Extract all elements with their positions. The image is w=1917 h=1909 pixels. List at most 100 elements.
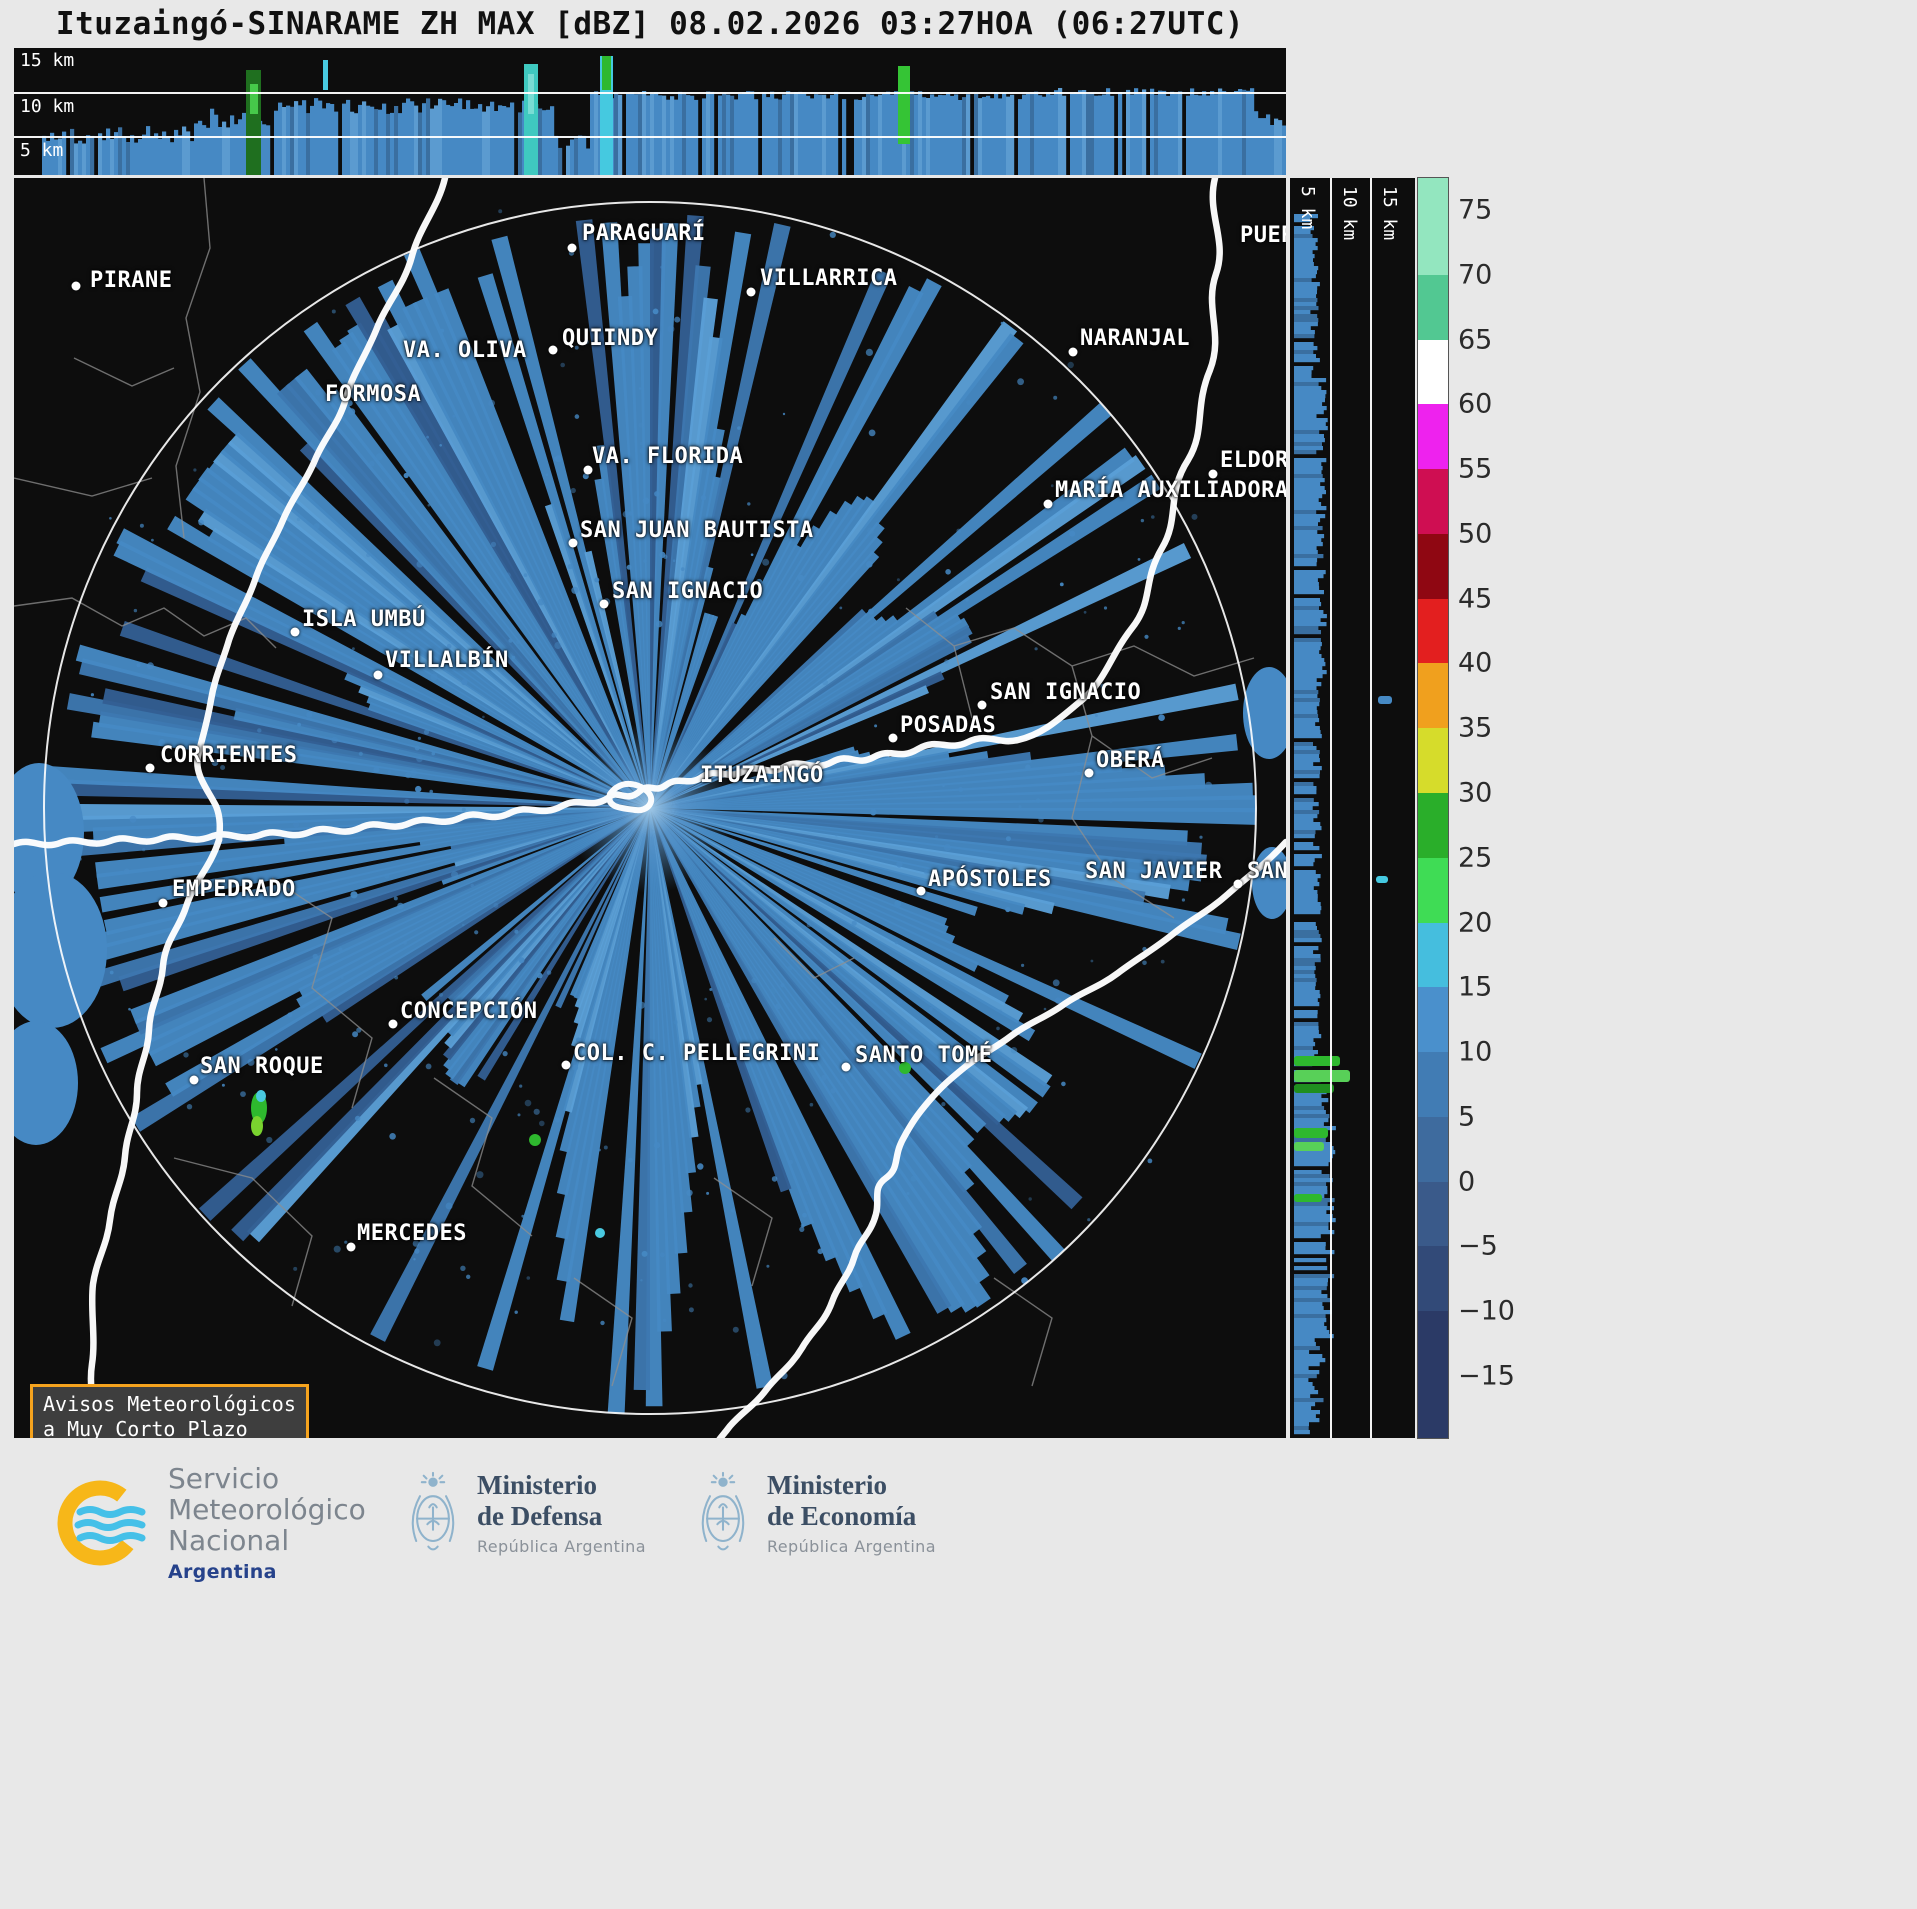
city-dot <box>746 287 756 297</box>
warning-line-1: Avisos Meteorológicos <box>43 1392 296 1416</box>
city-dot <box>567 243 577 253</box>
colorbar-segment-15-20 <box>1418 922 1448 988</box>
city-label: FORMOSA <box>325 382 422 407</box>
city-dot <box>1068 347 1078 357</box>
city-dot <box>841 1062 851 1072</box>
smn-sun-icon <box>57 1480 146 1566</box>
colorbar-segment-45-50 <box>1418 533 1448 599</box>
colorbar-segment--15--10 <box>1418 1311 1448 1438</box>
colorbar-tick: 40 <box>1458 647 1493 679</box>
defensa-text: Ministerio de Defensa República Argentin… <box>477 1470 646 1556</box>
altitude-label-15km: 15 km <box>1379 186 1400 241</box>
city-dot <box>145 763 155 773</box>
city-dot <box>583 465 593 475</box>
colorbar-tick: 65 <box>1458 324 1493 356</box>
smn-line-2: Meteorológico <box>168 1493 366 1526</box>
colorbar-segment-70-75 <box>1418 178 1448 275</box>
city-dot <box>373 670 383 680</box>
city-label: APÓSTOLES <box>928 867 1052 892</box>
colorbar-tick: 0 <box>1458 1166 1476 1198</box>
city-label: SAN ROQUE <box>200 1054 324 1079</box>
colorbar-segment-25-30 <box>1418 793 1448 858</box>
economia-logo-block: Ministerio de Economía República Argenti… <box>695 1469 936 1557</box>
convective-spots <box>251 1062 911 1238</box>
city-label: PIRANE <box>90 268 173 293</box>
city-label: NARANJAL <box>1080 326 1190 351</box>
city-dot <box>189 1075 199 1085</box>
city-dot <box>599 599 609 609</box>
colorbar-tick: 75 <box>1458 194 1493 226</box>
city-dot <box>977 700 987 710</box>
city-label: PUERTO <box>1240 223 1286 248</box>
top-cross-section-echoes-svg <box>42 56 1286 175</box>
colorbar-tick: 15 <box>1458 971 1493 1003</box>
defensa-line-1: Ministerio <box>477 1470 597 1500</box>
colorbar: 75 70 65 60 55 50 45 40 35 30 25 20 15 10 5 0 −5 −10 −15 <box>1417 177 1548 1439</box>
city-label: CONCEPCIÓN <box>400 999 538 1024</box>
city-label: SAN JAVIER <box>1085 859 1223 884</box>
city-label: COL. C. PELLEGRINI <box>573 1041 821 1066</box>
city-label: SAN <box>1247 859 1286 884</box>
city-label: MARÍA AUXILIADORA <box>1055 478 1286 503</box>
argentina-crest-icon <box>411 1471 455 1551</box>
colorbar-tick: 20 <box>1458 907 1493 939</box>
city-dot <box>388 1019 398 1029</box>
colorbar-tick: 50 <box>1458 518 1493 550</box>
altitude-label-5km: 5 km <box>1297 186 1318 230</box>
city-label: OBERÁ <box>1096 748 1165 773</box>
smn-line-3: Nacional <box>168 1524 290 1557</box>
city-dot <box>290 627 300 637</box>
altitude-label-10km: 10 km <box>20 96 75 117</box>
city-dot <box>888 733 898 743</box>
colorbar-tick: −5 <box>1458 1230 1498 1262</box>
city-label: CORRIENTES <box>160 743 298 768</box>
city-label: QUIINDY <box>562 326 659 351</box>
city-label: SANTO TOMÉ <box>855 1043 993 1068</box>
colorbar-tick: 30 <box>1458 777 1493 809</box>
radar-map-panel: PIRANE PARAGUARÍ VILLARRICA QUIINDY VA. OLIV… <box>14 178 1286 1438</box>
altitude-line-10km-vertical <box>1370 178 1372 1438</box>
city-label: POSADAS <box>900 713 997 738</box>
colorbar-segment-55-60 <box>1418 404 1448 470</box>
city-dot <box>548 345 558 355</box>
city-dot <box>158 898 168 908</box>
economia-text: Ministerio de Economía República Argenti… <box>767 1470 936 1556</box>
altitude-label-15km: 15 km <box>20 50 75 71</box>
city-label: SAN IGNACIO <box>990 680 1142 705</box>
city-label: SAN JUAN BAUTISTA <box>580 518 814 543</box>
colorbar-segment-65-70 <box>1418 274 1448 340</box>
economia-line-2: de Economía <box>767 1501 917 1531</box>
city-label: VILLARRICA <box>760 266 898 291</box>
defensa-sub: República Argentina <box>477 1537 646 1556</box>
city-dot <box>1084 768 1094 778</box>
city-label: MERCEDES <box>357 1221 467 1246</box>
colorbar-segment-40-45 <box>1418 598 1448 664</box>
altitude-label-10km: 10 km <box>1339 186 1360 241</box>
city-label: VA. FLORIDA <box>592 444 744 469</box>
colorbar-tick: 55 <box>1458 453 1493 485</box>
city-dot <box>71 281 81 291</box>
altitude-line-5km-vertical <box>1330 178 1332 1438</box>
city-label: SAN IGNACIO <box>612 579 764 604</box>
economia-line-1: Ministerio <box>767 1470 887 1500</box>
right-cross-section-panel: 5 km 10 km 15 km <box>1290 178 1415 1438</box>
city-label: PARAGUARÍ <box>582 221 706 246</box>
city-dot <box>568 538 578 548</box>
radar-echo-wedges <box>44 209 1256 1414</box>
colorbar-bar <box>1417 177 1449 1439</box>
colorbar-segment-60-65 <box>1418 339 1448 405</box>
colorbar-segment-50-55 <box>1418 469 1448 534</box>
rivers <box>14 178 1286 1438</box>
smn-logo-block: Servicio Meteorológico Nacional Argentin… <box>52 1463 366 1583</box>
city-label: EMPEDRADO <box>172 877 296 902</box>
colorbar-segment-30-35 <box>1418 728 1448 793</box>
colorbar-tick: 5 <box>1458 1101 1476 1133</box>
defensa-line-2: de Defensa <box>477 1501 603 1531</box>
city-dot <box>561 1060 571 1070</box>
city-label: ISLA UMBÚ <box>302 607 426 632</box>
range-ring <box>43 201 1257 1415</box>
warning-box: Avisos Meteorológicos a Muy Corto Plazo <box>30 1384 309 1438</box>
city-layer: PIRANE PARAGUARÍ VILLARRICA QUIINDY VA. OLIV… <box>14 178 1286 1438</box>
altitude-line-10km <box>14 92 1286 94</box>
